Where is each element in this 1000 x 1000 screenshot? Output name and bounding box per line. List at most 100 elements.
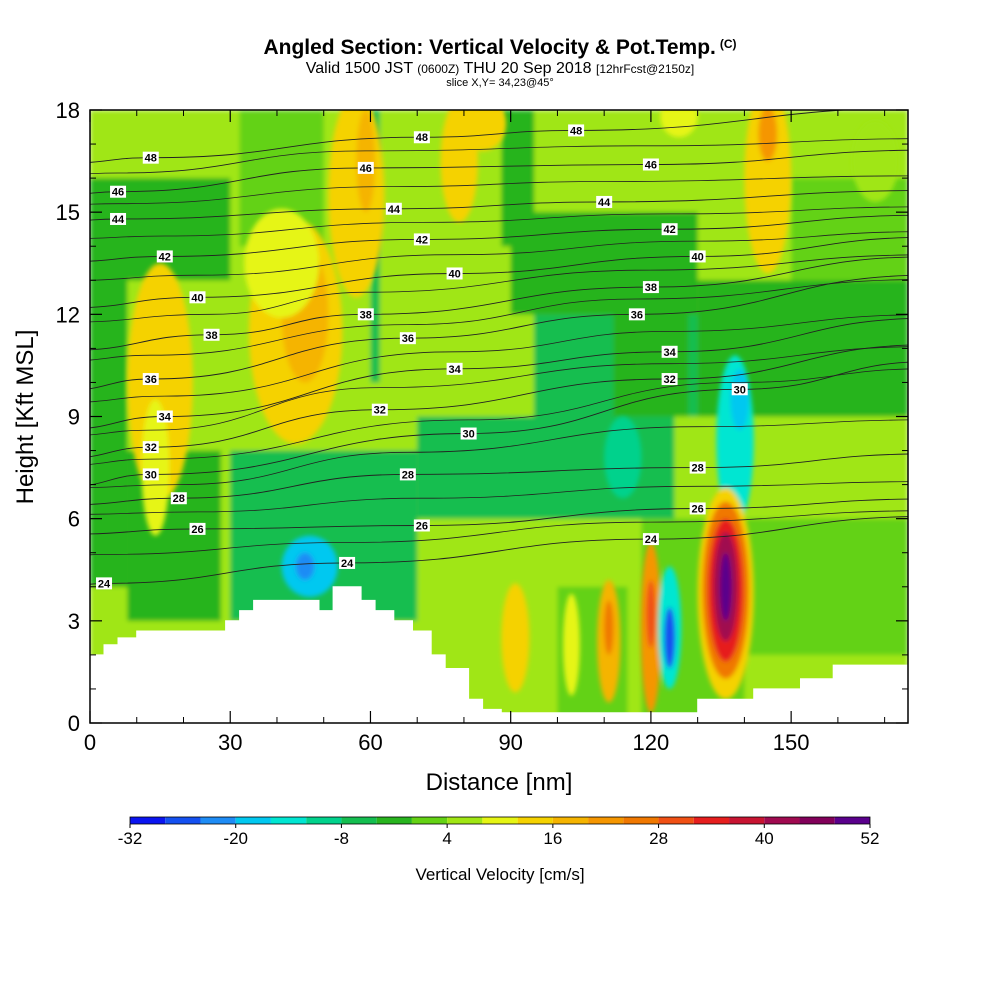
isentrope-label-box [642, 281, 659, 294]
y-tick-label: 3 [68, 609, 80, 634]
colorbar-tick-label: 28 [649, 829, 668, 848]
isentrope-label: 32 [145, 442, 157, 454]
isentrope-label-box [731, 383, 748, 396]
colorbar-swatch [165, 817, 201, 824]
colorbar-swatch [552, 817, 589, 824]
updraft-cell [459, 110, 507, 151]
terrain [89, 586, 909, 724]
isentrope-label-box [170, 492, 187, 505]
isentrope-label: 26 [416, 520, 428, 532]
y-tick-label: 15 [56, 200, 80, 225]
x-tick-label: 90 [498, 730, 522, 755]
isentrope-intermediate [90, 254, 908, 323]
y-tick-label: 6 [68, 507, 80, 532]
x-tick-label: 0 [84, 730, 96, 755]
velocity-region [501, 110, 535, 247]
isentrope-label-box [413, 233, 430, 246]
terrain-mask [89, 586, 909, 724]
isentrope-intermediate [90, 419, 908, 489]
isentrope-label: 28 [173, 493, 185, 505]
isentrope-label-box [413, 519, 430, 532]
isentrope-label-box [661, 345, 678, 358]
isentrope-label: 28 [692, 463, 704, 475]
chart-title: Angled Section: Vertical Velocity & Pot.… [263, 36, 737, 59]
y-axis-title: Height [Kft MSL] [12, 330, 39, 505]
isentrope-38 [90, 256, 908, 351]
y-tick-label: 18 [56, 98, 80, 123]
x-axis-title: Distance [nm] [426, 769, 573, 796]
isentrope-label: 46 [360, 163, 372, 175]
slice-info: slice X,Y= 34,23@45° [446, 77, 554, 89]
isentrope-label: 30 [145, 469, 157, 481]
isentrope-label-box [142, 468, 159, 481]
isentrope-label-box [189, 291, 206, 304]
isentrope-label-box [385, 202, 402, 215]
isentrope-label-box [689, 502, 706, 515]
isentrope-label: 26 [692, 503, 704, 515]
isentrope-label: 26 [191, 524, 203, 536]
copyright-mark: (C) [719, 37, 737, 51]
isentrope-intermediate [90, 481, 908, 515]
isentrope-label: 38 [205, 330, 217, 342]
isentrope-label-box [110, 185, 127, 198]
x-tick-label: 150 [773, 730, 810, 755]
x-tick-label: 120 [633, 730, 670, 755]
updraft-cell [720, 552, 732, 621]
colorbar-tick-label: -20 [223, 829, 248, 848]
isentrope-label: 32 [374, 405, 386, 417]
downdraft-cell [295, 552, 315, 580]
colorbar-swatch [341, 817, 377, 824]
chart-subtitle: Valid 1500 JST (0600Z) THU 20 Sep 2018 [… [305, 60, 695, 77]
isentrope-label-box [568, 124, 585, 137]
colorbar-swatch [517, 817, 553, 824]
isentrope-label: 30 [734, 384, 746, 396]
colorbar-swatch [588, 817, 624, 824]
isentrope-label-box [689, 461, 706, 474]
isentrope-label-box [203, 328, 220, 341]
isentrope-label-box [357, 161, 374, 174]
downdraft-cell [604, 416, 642, 499]
colorbar-swatch [376, 817, 412, 824]
isentrope-label: 44 [388, 204, 401, 216]
isentrope-label: 42 [416, 234, 428, 246]
updraft-cell [744, 110, 792, 274]
updraft-cell [758, 110, 778, 162]
x-tick-label: 60 [358, 730, 382, 755]
isentrope-label: 40 [448, 268, 460, 280]
updraft-cell [244, 208, 320, 318]
isentrope-label: 36 [631, 309, 643, 321]
isentrope-label-box [110, 212, 127, 225]
updraft-cell [501, 583, 530, 693]
isentrope-label: 40 [191, 292, 203, 304]
isentrope-label: 24 [341, 558, 354, 570]
isentrope-label-box [339, 556, 356, 569]
isentrope-label: 48 [145, 153, 157, 165]
downdraft-cell [664, 607, 676, 669]
isentrope-label: 48 [570, 125, 582, 137]
colorbar-swatch [270, 817, 307, 824]
isentrope-label: 34 [448, 364, 461, 376]
isentrope-label: 24 [645, 534, 658, 546]
isentrope-label-box [156, 410, 173, 423]
colorbar-swatch [306, 817, 342, 824]
isentrope-label-box [446, 362, 463, 375]
isentrope-label-box [628, 308, 645, 321]
isentrope-intermediate [90, 231, 908, 281]
colorbar-swatch [834, 817, 870, 824]
isentrope-label: 32 [663, 374, 675, 386]
isentrope-intermediate [90, 510, 908, 556]
x-tick-label: 30 [218, 730, 242, 755]
colorbar-swatch [200, 817, 236, 824]
colorbar-swatch [235, 817, 271, 824]
colorbar-tick-label: -32 [118, 829, 143, 848]
colorbar-swatch [130, 817, 166, 824]
isentrope-label-box [661, 223, 678, 236]
colorbar-swatch [729, 817, 765, 824]
colorbar-swatch [482, 817, 518, 824]
isentrope-intermediate [90, 346, 908, 436]
colorbar-swatch [623, 817, 659, 824]
isentrope-label: 34 [663, 347, 676, 359]
isentrope-label-box [142, 441, 159, 454]
